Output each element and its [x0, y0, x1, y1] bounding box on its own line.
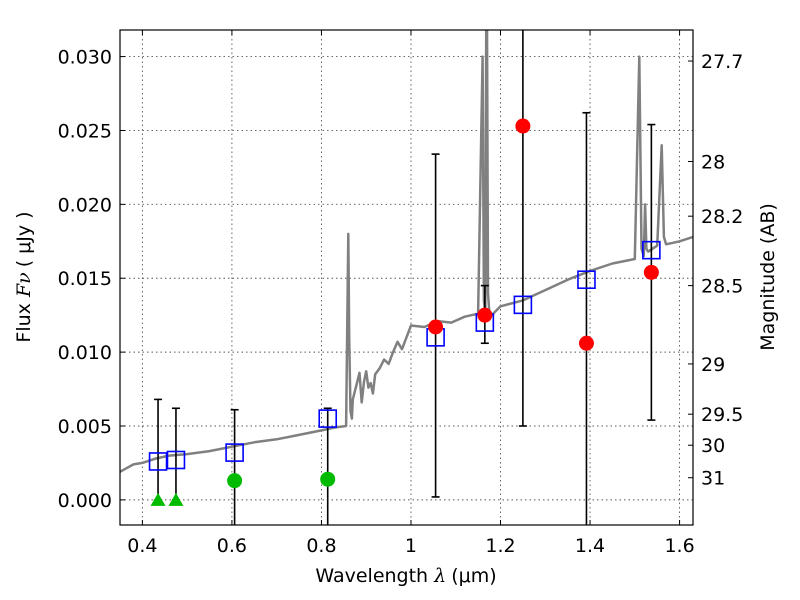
marker-layer	[148, 118, 661, 506]
right-tick-label: 29.5	[701, 404, 743, 426]
x-tick-label: 0.4	[127, 535, 157, 557]
x-axis-title-symbol: λ	[433, 565, 446, 587]
y-tick-label: 0.015	[58, 268, 112, 290]
x-tick-label: 0.8	[306, 535, 336, 557]
detection-point	[477, 307, 493, 323]
model-flux-square	[577, 270, 596, 290]
x-axis-title-prefix: Wavelength	[315, 565, 434, 587]
right-axis-title: Magnitude (AB)	[757, 203, 779, 351]
y-axis-title: Flux Fν ( μJy )	[13, 211, 35, 342]
x-tick-label: 1.6	[664, 535, 694, 557]
tick-layer: 0.4 0.6 0.8 1 1.2 1.4 1.6 0.000 0.005 0.010 0.015 0…	[58, 30, 743, 557]
right-tick-label: 30	[701, 435, 725, 457]
detection-point	[578, 335, 594, 351]
right-tick-label: 28.5	[701, 276, 743, 298]
right-tick-label: 29	[701, 354, 725, 376]
right-tick-label: 31	[701, 468, 725, 490]
right-tick-label: 28	[701, 152, 725, 174]
detection-point	[643, 264, 659, 280]
marginal-detection-point	[320, 471, 336, 487]
x-axis-title-unit: (μm)	[451, 565, 496, 587]
upper-limit-triangle	[168, 492, 184, 506]
sed-model-line	[120, 30, 693, 473]
y-tick-label: 0.025	[58, 120, 112, 142]
right-tick-label: 27.7	[701, 51, 743, 73]
y-tick-label: 0.020	[58, 194, 112, 216]
y-axis-title-prefix: Flux	[13, 297, 35, 343]
grid-layer	[120, 30, 693, 525]
right-tick-label: 28.2	[701, 206, 743, 228]
x-tick-label: 1.2	[485, 535, 515, 557]
model-flux-square	[225, 443, 244, 462]
model-flux-square	[148, 452, 168, 471]
upper-limit-triangle	[150, 492, 166, 506]
x-tick-label: 1.4	[575, 535, 605, 557]
x-tick-label: 0.6	[217, 535, 247, 557]
y-tick-label: 0.010	[58, 342, 112, 364]
model-flux-square	[318, 409, 338, 428]
detection-point	[515, 118, 531, 134]
y-tick-label: 0.000	[58, 490, 112, 512]
y-tick-label: 0.005	[58, 416, 112, 438]
y-axis-title-symbol: Fν	[13, 272, 35, 298]
x-tick-label: 1	[405, 535, 417, 557]
model-flux-square	[513, 295, 533, 315]
y-axis-title-unit: ( μJy )	[13, 211, 35, 267]
y-tick-label: 0.030	[58, 47, 112, 69]
model-flux-square	[642, 240, 661, 260]
marginal-detection-point	[227, 473, 243, 489]
model-flux-square	[166, 450, 186, 470]
x-axis-title: Wavelength λ (μm)	[315, 565, 496, 587]
model-layer	[120, 30, 693, 473]
plot-frame	[119, 29, 694, 526]
detection-point	[428, 319, 444, 335]
